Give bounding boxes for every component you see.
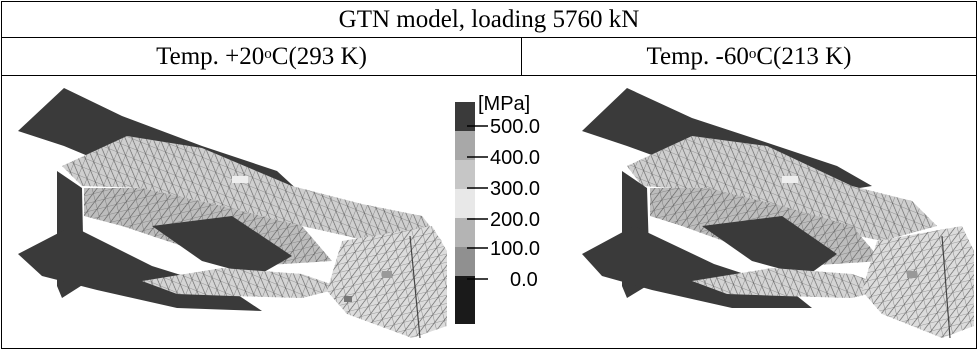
legend-tick-400: 400.0 <box>490 147 540 169</box>
temp-left-degree: o <box>264 46 272 62</box>
table-title: GTN model, loading 5760 kN <box>2 2 976 38</box>
temp-right-degree: o <box>748 46 757 62</box>
legend-band-2 <box>455 160 475 189</box>
temp-left-prefix: Temp. +20 <box>156 42 265 70</box>
legend-band-1 <box>455 131 475 160</box>
stress-figure: [MPa] 500.0 400.0 300.0 200.0 100.0 0.0 <box>18 88 974 339</box>
fe-model-minus60 <box>582 88 974 339</box>
column-header-minus60: Temp. -60 o C(213 K) <box>522 38 976 76</box>
legend-band-5 <box>455 247 475 276</box>
legend-tick-100: 100.0 <box>490 238 540 260</box>
legend-unit: [MPa] <box>478 93 530 115</box>
temp-left-suffix: C(293 K) <box>271 42 367 70</box>
legend-band-4 <box>455 218 475 247</box>
legend-tick-0: 0.0 <box>510 269 538 291</box>
legend-band-6 <box>455 276 475 324</box>
temp-right-prefix: Temp. -60 <box>646 42 749 70</box>
legend-band-3 <box>455 189 475 218</box>
fe-model-plus20 <box>18 88 447 339</box>
legend-tick-300: 300.0 <box>490 178 540 200</box>
column-header-plus20: Temp. +20 o C(293 K) <box>2 38 522 76</box>
legend-band-0 <box>455 102 475 131</box>
legend-tick-500: 500.0 <box>490 116 540 138</box>
temp-right-suffix: C(213 K) <box>756 42 852 70</box>
stress-legend: [MPa] 500.0 400.0 300.0 200.0 100.0 0.0 <box>455 93 540 324</box>
legend-tick-200: 200.0 <box>490 209 540 231</box>
